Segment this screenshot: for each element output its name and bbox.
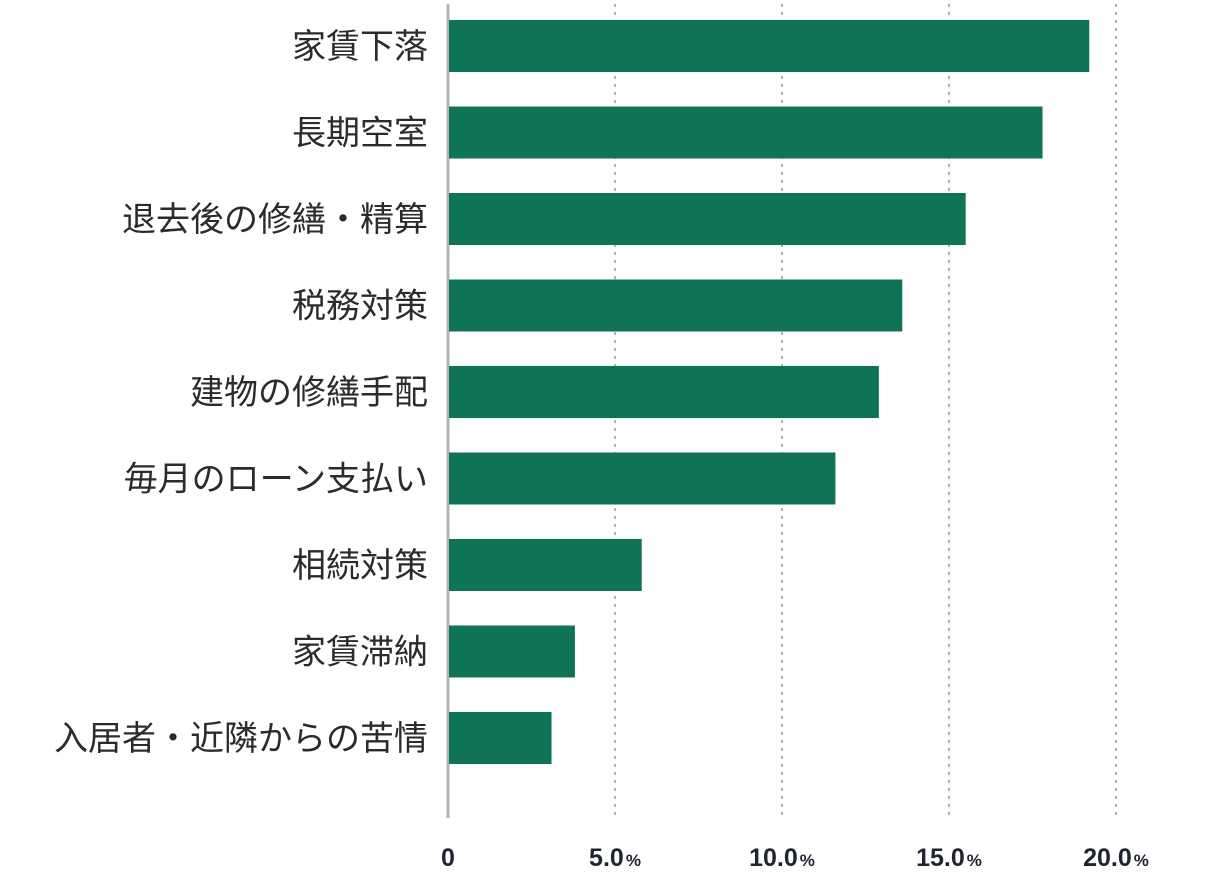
x-tick-unit-1: % <box>626 851 641 870</box>
x-tick-label-3: 15.0% <box>916 844 982 872</box>
category-label-5: 毎月のローン支払い <box>124 460 428 500</box>
x-tick-label-1: 5.0% <box>589 844 641 872</box>
bar-2 <box>449 193 966 245</box>
x-tick-value-4: 20.0 <box>1083 844 1132 872</box>
x-tick-unit-2: % <box>800 851 815 870</box>
bar-8 <box>449 712 552 764</box>
bar-1 <box>449 106 1043 159</box>
x-tick-unit-3: % <box>967 851 982 870</box>
category-label-4: 建物の修繕手配 <box>190 373 428 413</box>
grid-lines <box>446 4 1117 818</box>
x-tick-label-4: 20.0% <box>1083 844 1149 872</box>
category-label-8: 入居者・近隣からの苦情 <box>54 719 428 759</box>
category-label-1: 長期空室 <box>292 114 428 154</box>
category-labels: 家賃下落長期空室退去後の修繕・精算税務対策建物の修繕手配毎月のローン支払い相続対… <box>54 27 428 759</box>
category-label-0: 家賃下落 <box>292 27 428 67</box>
x-tick-value-2: 10.0 <box>749 844 798 872</box>
x-tick-unit-4: % <box>1134 851 1149 870</box>
x-tick-value-0: 0 <box>441 844 455 872</box>
x-tick-label-2: 10.0% <box>749 844 815 872</box>
bar-7 <box>449 625 575 678</box>
bar-6 <box>449 539 642 591</box>
category-label-3: 税務対策 <box>292 287 428 327</box>
x-tick-value-1: 5.0 <box>589 844 624 872</box>
bar-3 <box>449 279 903 332</box>
bars <box>449 20 1090 764</box>
x-tick-label-0: 0 <box>441 844 455 872</box>
category-label-7: 家賃滞納 <box>292 633 428 673</box>
x-axis: 0 5.0% 10.0% 15.0% 20.0% <box>441 844 1149 872</box>
bar-4 <box>449 366 879 418</box>
bar-5 <box>449 452 836 505</box>
x-tick-value-3: 15.0 <box>916 844 965 872</box>
category-label-2: 退去後の修繕・精算 <box>122 200 428 240</box>
bar-0 <box>449 20 1090 72</box>
category-label-6: 相続対策 <box>292 546 428 586</box>
